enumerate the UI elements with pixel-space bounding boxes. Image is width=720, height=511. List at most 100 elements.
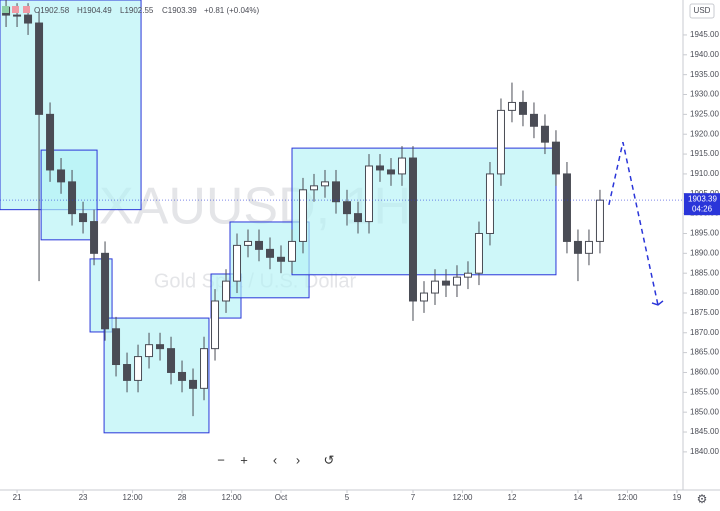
y-tick-label: 1895.00	[690, 229, 719, 238]
zoom-in[interactable]	[234, 450, 254, 470]
candle-body	[496, 109, 505, 175]
candle-body	[540, 125, 549, 143]
candle-body	[342, 201, 351, 215]
y-tick-label: 1930.00	[690, 90, 719, 99]
x-tick-label: 19	[672, 493, 681, 502]
header-high: H1904.49	[77, 6, 112, 15]
candle-body	[551, 141, 560, 175]
scroll-left[interactable]	[265, 450, 285, 470]
x-tick-label: 5	[345, 493, 350, 502]
zoom-out[interactable]	[211, 450, 231, 470]
icon[interactable]	[23, 6, 30, 13]
candle-body	[233, 244, 242, 282]
x-tick-label: 12:00	[617, 493, 638, 502]
icon[interactable]	[2, 6, 9, 13]
y-tick-label: 1910.00	[690, 169, 719, 178]
forecast-arrow	[608, 141, 659, 306]
candle-body	[386, 169, 395, 175]
zoom-out-icon[interactable]: −	[217, 452, 225, 467]
candle-body	[474, 232, 483, 274]
currency-box[interactable]	[689, 3, 715, 19]
zoom-in-icon[interactable]: +	[240, 452, 248, 467]
candle-body	[134, 356, 143, 381]
candle-body	[364, 165, 373, 223]
candle-body	[595, 199, 604, 242]
candle-body	[178, 371, 187, 381]
candle-body	[222, 280, 231, 302]
y-tick-label: 1855.00	[690, 387, 719, 396]
candle-body	[244, 240, 253, 246]
candle-body	[57, 169, 66, 183]
y-tick-label: 1925.00	[690, 109, 719, 118]
candle-body	[375, 165, 384, 171]
y-tick-label: 1850.00	[690, 407, 719, 416]
candle-body	[463, 272, 472, 278]
toolbar: − + ‹ › ↺	[211, 450, 339, 470]
y-tick-label: 1920.00	[690, 129, 719, 138]
candle-body	[562, 173, 571, 242]
x-tick-label: 12:00	[222, 493, 243, 502]
candle-body	[573, 240, 582, 254]
y-tick-label: 1880.00	[690, 288, 719, 297]
y-tick-label: 1875.00	[690, 308, 719, 317]
candle-body	[266, 248, 275, 258]
y-tick-label: 1885.00	[690, 268, 719, 277]
candle-body	[46, 113, 55, 171]
scroll-left-icon[interactable]: ‹	[273, 452, 277, 467]
candle-body	[112, 328, 121, 366]
candle-body	[419, 292, 428, 302]
header-change: +0.81 (+0.04%)	[204, 6, 259, 15]
y-tick-label: 1870.00	[690, 328, 719, 337]
candle-body	[353, 213, 362, 223]
candle-body	[35, 22, 44, 115]
icon[interactable]	[12, 6, 19, 13]
reset[interactable]	[319, 450, 339, 470]
y-tick-label: 1890.00	[690, 248, 719, 257]
x-tick-label: 28	[178, 493, 187, 502]
candle-body	[13, 14, 22, 17]
currency[interactable]: USD	[694, 6, 711, 15]
candle-body	[408, 157, 417, 302]
x-tick-label: Oct	[275, 493, 288, 502]
y-tick-label: 1840.00	[690, 447, 719, 456]
candle-body	[255, 240, 264, 250]
y-tick-label: 1865.00	[690, 348, 719, 357]
candle-body	[24, 14, 33, 24]
scroll-right-icon[interactable]: ›	[296, 452, 300, 467]
candle-body	[518, 101, 527, 115]
candle-body	[332, 181, 341, 203]
arrow-head	[651, 300, 664, 306]
candle-body	[310, 185, 319, 191]
header-open: O1902.58	[34, 6, 70, 15]
y-tick-label: 1940.00	[690, 50, 719, 59]
candle-body	[167, 348, 176, 373]
candle-body	[145, 344, 154, 358]
candle-body	[441, 280, 450, 286]
candle-body	[79, 213, 88, 223]
price-tag-label: 1903.39	[688, 194, 717, 203]
candle-body	[123, 364, 132, 381]
candle-body	[156, 344, 165, 350]
x-tick-label: 12	[508, 493, 517, 502]
y-tick-label: 1860.00	[690, 368, 719, 377]
settings[interactable]: ⚙	[697, 492, 708, 506]
candle-body	[299, 189, 308, 242]
candle-body	[584, 240, 593, 254]
price-tag	[684, 193, 720, 216]
candle-body	[277, 256, 286, 262]
candle-body	[529, 113, 538, 127]
candle-body	[189, 379, 198, 389]
y-tick-label: 1945.00	[690, 30, 719, 39]
candle-body	[397, 157, 406, 175]
candle-body	[485, 173, 494, 234]
x-tick-label: 23	[79, 493, 88, 502]
y-tick-label: 1915.00	[690, 149, 719, 158]
reset-icon[interactable]: ↺	[324, 452, 335, 467]
candle-body	[430, 280, 439, 294]
drawn-rectangle	[291, 147, 557, 276]
candle-body	[90, 221, 99, 254]
y-tick-label: 1935.00	[690, 70, 719, 79]
scroll-right[interactable]	[288, 450, 308, 470]
x-tick-label: 7	[411, 493, 416, 502]
